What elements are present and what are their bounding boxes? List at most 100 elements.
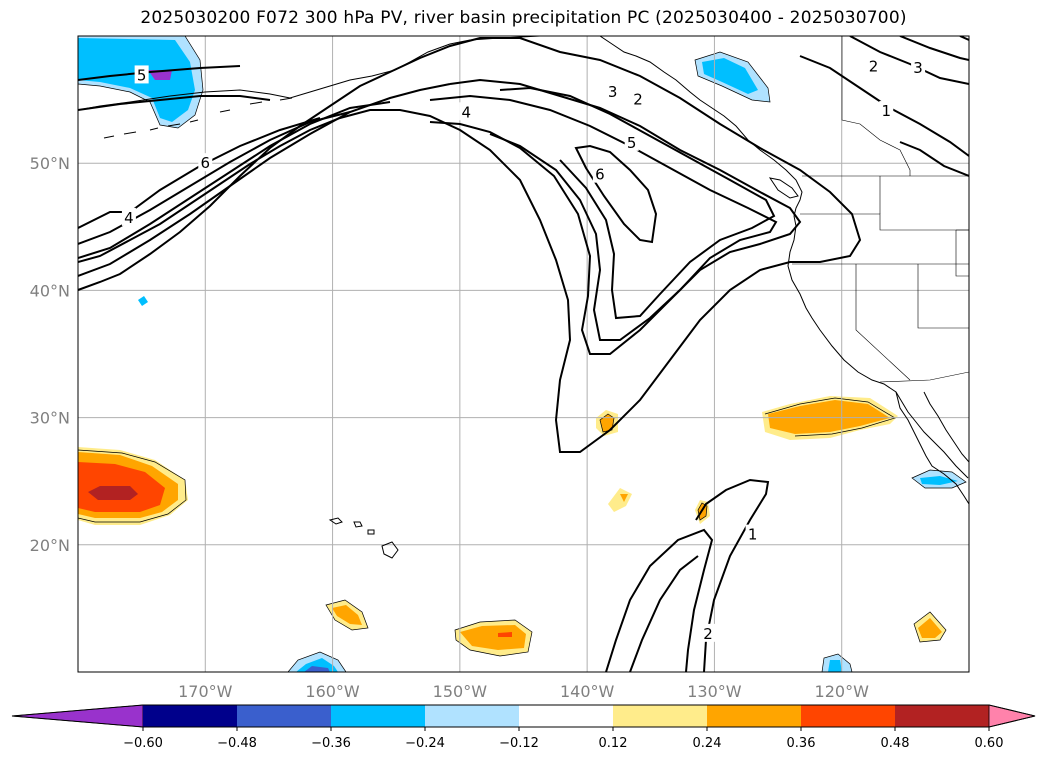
gridlines (78, 36, 969, 672)
vancouver-island (768, 177, 799, 199)
contour-label: 2 (633, 91, 643, 109)
colorbar-tick-label: −0.60 (123, 736, 163, 751)
colorbar-tick-label: 0.48 (881, 736, 910, 751)
borders (792, 36, 969, 383)
pv-contour-6-cut (574, 144, 658, 244)
contour-label-bg (605, 81, 620, 100)
contour-label: 5 (627, 134, 637, 152)
map-frame (77, 35, 970, 673)
pv-contour-nw-4 (78, 95, 271, 111)
colorbar-extend-min (11, 704, 144, 728)
pv-trough-inner-5 (429, 78, 802, 355)
contour-label-bg (592, 164, 607, 183)
washington-oregon-line (800, 213, 969, 231)
contour-label-bg (701, 623, 716, 642)
colorbar-segment (707, 705, 802, 727)
pv-south-3 (629, 555, 699, 672)
contour-label-bg (121, 207, 136, 226)
colorbar-tick-label: −0.36 (311, 736, 351, 751)
x-tick-label: 130°W (687, 682, 742, 701)
colorbar-segment (331, 705, 426, 727)
precip-blob-small-2 (608, 488, 632, 512)
colorbar-tick-label: 0.36 (787, 736, 816, 751)
precip-blob-s-positive (454, 619, 533, 657)
x-tick-label: 170°W (178, 682, 233, 701)
colorbar-tick-label: 0.60 (975, 736, 1004, 751)
colorbar-segment (801, 705, 896, 727)
contour-label: 3 (608, 83, 618, 101)
y-tick-label: 30°N (30, 409, 70, 428)
contour-label: 6 (595, 166, 605, 184)
aleutian-islands (103, 97, 293, 139)
california-nevada-line (855, 264, 911, 381)
alaska-coast (78, 36, 541, 111)
colorbar-segment (237, 705, 332, 727)
pv-trough-inner-3 (499, 86, 776, 320)
contour-label-bg (198, 153, 213, 172)
us-mexico-border (879, 371, 969, 383)
nevada-utah-line (917, 264, 969, 329)
contour-label-bg (879, 101, 894, 120)
chart-title: 2025030200 F072 300 hPa PV, river basin … (140, 8, 907, 28)
y-tick-label: 20°N (30, 536, 70, 555)
precip-blob-se-positive (913, 611, 947, 643)
colorbar-segment (143, 705, 238, 727)
contour-label: 3 (913, 59, 923, 77)
colorbar-tick-label: −0.24 (405, 736, 445, 751)
colorbar-segment (519, 705, 614, 727)
contour-label: 4 (461, 103, 471, 121)
colorbar-extend-max (988, 704, 1036, 728)
baja-peninsula (895, 391, 969, 505)
contour-label: 2 (703, 625, 713, 643)
contour-label-bg (866, 56, 881, 75)
x-axis-ticks: 170°W 160°W 150°W 140°W 130°W 120°W (178, 682, 869, 701)
contour-label-bg (911, 57, 926, 76)
pv-jet-2 (78, 83, 451, 277)
colorbar-tick-label: −0.48 (217, 736, 257, 751)
colorbar-tick-label: 0.24 (693, 736, 722, 751)
precip-blob-s-negative (287, 651, 347, 672)
contour-label: 1 (881, 102, 891, 120)
x-tick-label: 120°W (815, 682, 870, 701)
contour-label-bg (134, 65, 149, 84)
contour-label-bg (631, 89, 646, 108)
pv-jet-outer (78, 37, 862, 453)
y-tick-label: 40°N (30, 281, 70, 300)
pv-south-1 (695, 478, 770, 672)
na-west-coast (787, 215, 969, 479)
colorbar-tick-label: −0.12 (499, 736, 539, 751)
pv-contours (78, 36, 969, 672)
pv-ne-3 (899, 36, 969, 61)
pv-contour-nw-5 (78, 65, 241, 81)
precip-blob-small-1 (596, 410, 618, 436)
contour-label: 4 (124, 209, 134, 227)
pv-ne-edge (899, 141, 969, 177)
colorbar-segment (425, 705, 520, 727)
precip-blob-hawaii-positive (325, 599, 369, 631)
pv-jet-4 (78, 111, 351, 245)
contour-label: 6 (201, 154, 211, 172)
precip-blob-ne-negative (694, 51, 771, 103)
se-alaska-coast (599, 36, 803, 217)
y-tick-label: 50°N (30, 154, 70, 173)
precip-blob-mexico-negative (911, 469, 967, 489)
pv-trough-inner-4 (429, 94, 778, 341)
x-tick-label: 140°W (560, 682, 615, 701)
precip-blob-w-positive (78, 447, 188, 525)
contour-label-bg (624, 132, 639, 151)
contour-label-bg (459, 102, 474, 121)
pv-ne-0 (959, 36, 969, 41)
x-tick-label: 160°W (305, 682, 360, 701)
contour-label: 1 (748, 526, 758, 544)
contour-label-bg (745, 524, 760, 543)
montana-border (955, 229, 969, 277)
precip-pc-fills (78, 36, 967, 672)
x-tick-label: 150°W (433, 682, 488, 701)
gulf-of-california-coast (923, 391, 969, 463)
hawaii-islands (328, 517, 399, 559)
colorbar-segment (895, 705, 990, 727)
precip-blob-small-5 (138, 296, 148, 306)
y-axis-ticks: 20°N 30°N 40°N 50°N (30, 154, 70, 555)
